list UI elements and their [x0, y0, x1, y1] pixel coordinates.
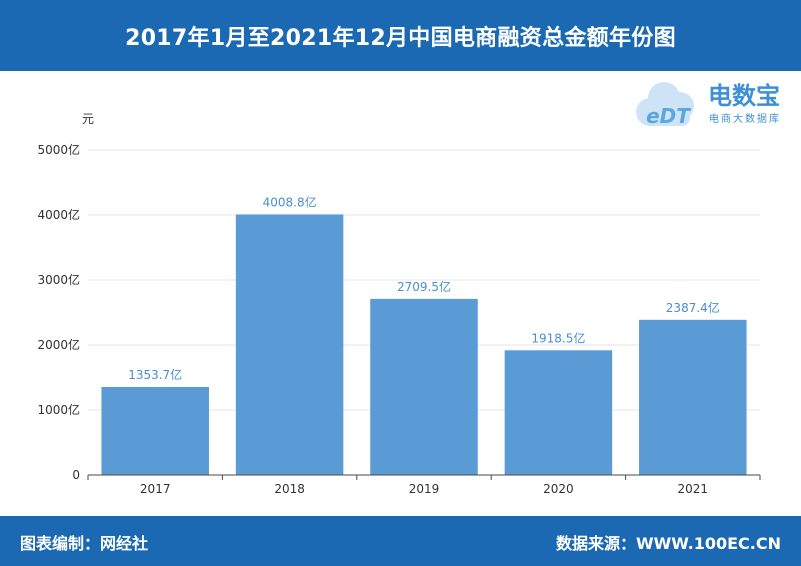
y-tick-label: 0: [72, 468, 80, 482]
logo-name: 电数宝: [708, 82, 780, 110]
chart-title: 2017年1月至2021年12月中国电商融资总金额年份图: [125, 25, 676, 51]
y-tick-label: 4000亿: [37, 207, 80, 222]
cloud-icon: [636, 82, 694, 126]
bars: [101, 214, 747, 476]
bar-2019: [370, 298, 478, 475]
logo-tagline: 电商大数据库: [709, 112, 781, 125]
x-tick-label-2017: 2017: [140, 482, 171, 496]
y-tick-label: 5000亿: [37, 142, 80, 157]
data-label-2018: 4008.8亿: [263, 194, 317, 209]
data-label-2017: 1353.7亿: [128, 367, 182, 382]
y-tick-label: 1000亿: [37, 402, 80, 417]
x-tick-label-2021: 2021: [678, 482, 709, 496]
bar-2018: [235, 214, 344, 476]
data-label-2019: 2709.5亿: [397, 279, 451, 294]
footer-bar: 图表编制：网经社 数据来源：WWW.100EC.CN: [0, 516, 801, 566]
data-labels: 1353.7亿 4008.8亿 2709.5亿 1918.5亿 2387.4亿: [128, 194, 720, 382]
y-axis-unit: 元: [82, 112, 94, 126]
data-label-2021: 2387.4亿: [666, 300, 720, 315]
footer-source: 数据来源：WWW.100EC.CN: [555, 534, 781, 553]
axes: 0 1000亿 2000亿 3000亿 4000亿 5000亿 2017 2018 2019 20…: [37, 142, 761, 496]
bar-2017: [101, 387, 209, 475]
y-tick-label: 3000亿: [37, 272, 80, 287]
x-tick-label-2018: 2018: [274, 482, 305, 496]
bar-chart: 1353.7亿 4008.8亿 2709.5亿 1918.5亿 2387.4亿 0 100…: [37, 112, 761, 496]
logo-mark: eDT: [646, 104, 691, 128]
footer-credit: 图表编制：网经社: [20, 534, 149, 553]
y-tick-label: 2000亿: [37, 337, 80, 352]
x-tick-label-2020: 2020: [543, 482, 574, 496]
x-tick-label-2019: 2019: [409, 482, 440, 496]
title-bar: 2017年1月至2021年12月中国电商融资总金额年份图: [0, 0, 801, 71]
bar-2021: [639, 319, 747, 475]
logo: eDT 电数宝 电商大数据库: [636, 82, 781, 128]
bar-2020: [504, 350, 613, 475]
data-label-2020: 1918.5亿: [531, 330, 585, 345]
